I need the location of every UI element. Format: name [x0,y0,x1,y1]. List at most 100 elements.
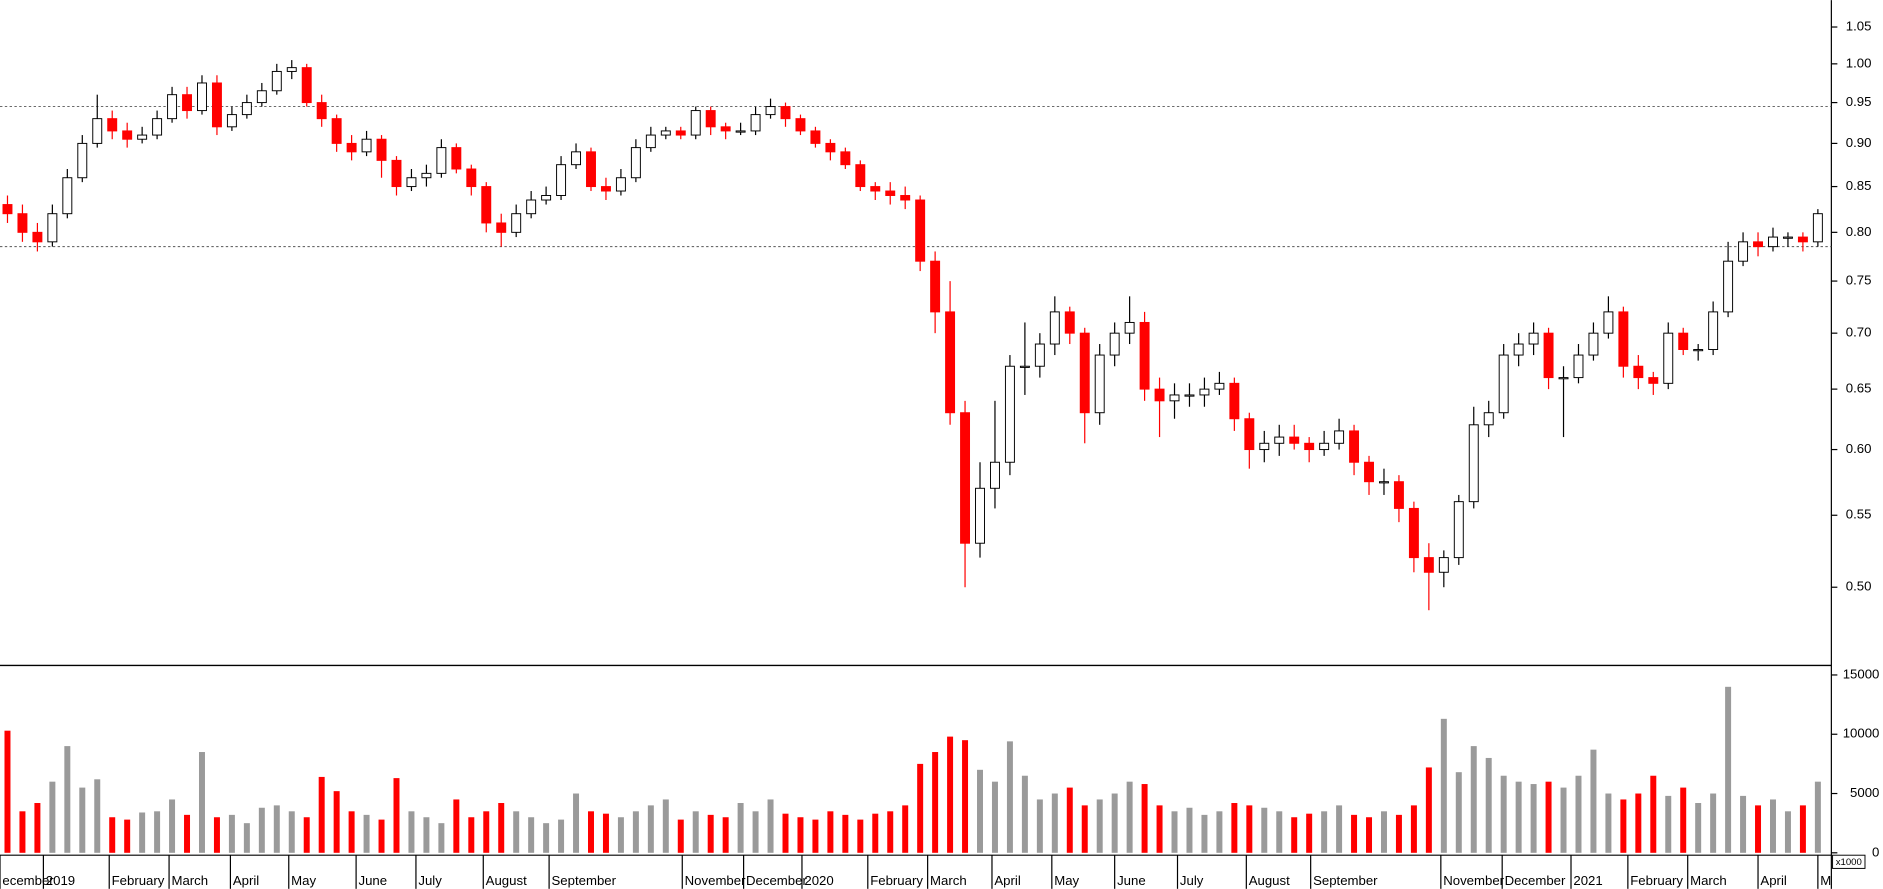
candle-body [331,118,342,144]
candle-body [1244,418,1255,451]
candle-body [1528,332,1539,345]
volume-bar [1066,787,1073,853]
x-tick-label: 2021 [1573,873,1602,888]
candle-body [735,130,746,133]
volume-bar [423,817,430,853]
candle-body [241,102,252,116]
volume-bar [543,823,550,853]
x-tick-label: February [112,873,165,888]
candle-body [1349,430,1360,463]
volume-bar [692,811,699,853]
candle-body [810,130,821,144]
volume-bar [707,814,714,853]
volume-bar [64,746,71,853]
volume-bar [932,752,939,853]
volume-bar [1171,811,1178,853]
volume-unit-label: x1000 [1836,857,1862,868]
volume-bar [1021,775,1028,853]
volume-bar [1096,799,1103,853]
candle-body [1019,365,1030,368]
x-tick-label: September [552,873,617,888]
candle-body [1543,332,1554,379]
candle-body [556,164,567,196]
candle-body [1573,354,1584,379]
volume-bar [1680,787,1687,853]
candle-body [1064,311,1075,334]
volume-bar [1740,795,1747,853]
candle-body [421,172,432,179]
volume-bar [962,740,969,853]
candle-body [406,177,417,188]
candle-body [466,168,477,188]
candle-body [511,213,522,233]
candle-body [2,204,13,215]
candle-body [990,461,1000,489]
candle-body [32,231,43,243]
volume-bar [1186,807,1193,853]
volume-bar [393,778,400,853]
y-tick-label: 1.05 [1846,18,1872,33]
volume-bar [917,763,924,853]
candle-body [1797,236,1808,243]
volume-bar [198,752,205,853]
y-tick-label: 0.90 [1846,135,1872,150]
candle-body [391,159,402,188]
volume-bar [1366,817,1373,853]
candle-body [1693,349,1704,352]
volume-bar [139,812,146,853]
volume-bar [1485,757,1492,853]
candle-body [451,147,462,170]
candle-body [1379,481,1389,484]
x-tick-label: June [1117,873,1146,888]
volume-bar [1440,718,1447,853]
candle-body [900,195,911,201]
candle-body [197,82,207,112]
candle-body [107,118,118,132]
x-tick-label: April [994,873,1020,888]
candle-body [1708,311,1719,351]
candle-body [256,90,267,104]
x-tick-label: December [746,873,807,888]
volume-bar [243,823,250,853]
y-tick-label: 0.70 [1846,325,1872,340]
volume-bar [1231,803,1238,853]
candle-body [1304,442,1315,451]
volume-bar [453,799,460,853]
candle-body [152,118,163,136]
volume-bar [632,811,639,853]
y-tick-label: 0.60 [1846,441,1872,456]
volume-bar [1530,784,1537,853]
volume-bar [1291,817,1298,853]
volume-bar [1336,805,1343,853]
y-tick-label: 0.75 [1846,273,1872,288]
volume-bar [842,814,849,853]
volume-bar [977,769,983,853]
candle-body [436,147,447,174]
volume-bar [1380,811,1387,853]
candle-body [675,130,686,136]
volume-bar [767,799,774,853]
candle-body [481,186,492,224]
candle-body [630,147,641,179]
volume-bar [827,811,834,853]
candle-body [600,186,611,192]
volume-bar [438,823,445,853]
y-tick-label: 0.95 [1846,94,1872,109]
candle-body [271,70,282,92]
candle-body [1513,343,1524,356]
volume-bar [1410,805,1417,853]
candle-body [930,260,941,313]
candle-body [690,110,701,136]
candle-body [1423,557,1434,573]
candle-body [1334,430,1345,444]
volume-bar [647,805,654,853]
candle-body [1393,481,1404,509]
candle-body [795,118,806,132]
volume-bar [333,791,340,853]
volume-bar [483,811,490,853]
x-tick-label: July [1180,873,1204,888]
volume-bar [1635,793,1642,853]
candle-body [182,94,192,112]
candle-body [1603,311,1614,334]
